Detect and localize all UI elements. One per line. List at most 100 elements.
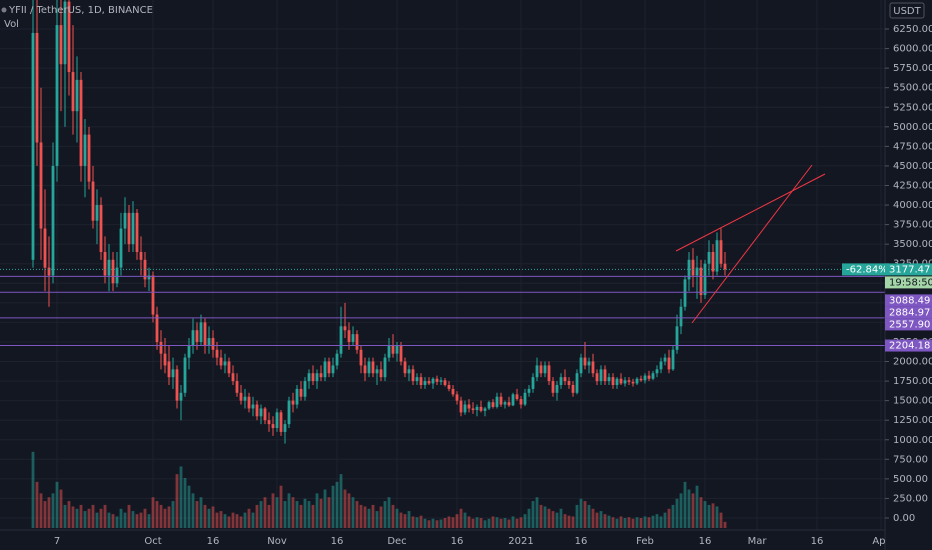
volume-bar: [135, 514, 139, 528]
volume-bar: [383, 501, 387, 528]
volume-bar: [667, 508, 671, 528]
x-tick-label: Apr: [872, 536, 890, 547]
candle-body: [203, 322, 207, 346]
volume-bar: [723, 521, 727, 528]
candle-body: [255, 404, 259, 417]
volume-bar: [359, 504, 363, 528]
volume-bar: [291, 497, 295, 528]
candle-body: [427, 381, 431, 384]
candle-body: [547, 365, 551, 382]
candle-body: [107, 259, 111, 276]
volume-bar: [131, 511, 135, 528]
volume-bar: [347, 493, 351, 528]
candle-body: [171, 369, 175, 378]
volume-bar: [71, 506, 75, 528]
volume-bar: [43, 501, 47, 528]
volume-bar: [375, 511, 379, 528]
volume-bar: [259, 501, 263, 528]
volume-bar: [515, 518, 519, 528]
y-tick-label: 6000.00: [893, 44, 932, 55]
volume-title: Vol: [4, 19, 19, 30]
y-tick-label: 500.00: [893, 474, 928, 485]
volume-bar: [147, 514, 151, 528]
candle-body: [711, 251, 715, 272]
volume-bar: [603, 514, 607, 528]
volume-bar: [227, 516, 231, 528]
volume-bar: [703, 501, 707, 528]
volume-bar: [203, 504, 207, 528]
volume-bar: [303, 498, 307, 528]
candle-body: [119, 228, 123, 268]
volume-bar: [655, 514, 659, 528]
candle-body: [607, 377, 611, 382]
candle-body: [347, 330, 351, 342]
volume-bar: [455, 514, 459, 528]
candle-body: [475, 406, 479, 411]
candle-body: [211, 338, 215, 350]
volume-bar: [519, 517, 523, 528]
candle-body: [403, 361, 407, 374]
candle-body: [675, 326, 679, 350]
volume-bar: [543, 506, 547, 528]
candle-body: [363, 365, 367, 374]
candle-body: [59, 25, 63, 65]
candle-body: [655, 369, 659, 374]
volume-bar: [683, 481, 687, 528]
volume-bar: [671, 504, 675, 528]
y-tick-label: 1750.00: [893, 376, 932, 387]
volume-bar: [459, 508, 463, 528]
volume-bar: [183, 478, 187, 528]
candle-body: [567, 381, 571, 385]
candle-body: [263, 408, 267, 421]
volume-bar: [171, 501, 175, 528]
x-tick-label: 2021: [508, 536, 533, 547]
y-tick-label: 4750.00: [893, 141, 932, 152]
y-tick-label: 6250.00: [893, 24, 932, 35]
currency-box: [889, 2, 925, 19]
candle-body: [631, 381, 635, 384]
y-tick-label: 4000.00: [893, 200, 932, 211]
volume-bar: [611, 517, 615, 528]
candle-body: [179, 392, 183, 401]
candle-body: [303, 381, 307, 397]
volume-bar: [679, 493, 683, 528]
volume-bar: [91, 504, 95, 528]
volume-bar: [107, 512, 111, 528]
level-label-box: [885, 339, 932, 352]
volume-bar: [691, 493, 695, 528]
volume-bar: [371, 504, 375, 528]
volume-bar: [243, 512, 247, 528]
candle-body: [507, 402, 511, 406]
candle-body: [267, 420, 271, 425]
candle-body: [671, 349, 675, 370]
x-tick-label: 7: [54, 536, 60, 547]
candle-body: [531, 377, 535, 389]
volume-bar: [391, 504, 395, 528]
volume-bar: [623, 518, 627, 528]
candle-body: [415, 377, 419, 382]
volume-bar: [191, 493, 195, 528]
candle-body: [287, 400, 291, 425]
volume-bar: [719, 512, 723, 528]
volume-bar: [639, 518, 643, 528]
x-tick-label: 16: [699, 536, 712, 547]
volume-bar: [267, 504, 271, 528]
volume-bar: [591, 508, 595, 528]
candle-body: [259, 408, 263, 417]
volume-bar: [483, 520, 487, 528]
candle-body: [43, 228, 47, 268]
volume-bar: [219, 511, 223, 528]
change-label-box: [842, 263, 885, 276]
volume-bar: [111, 514, 115, 528]
candle-body: [175, 369, 179, 401]
candle-body: [195, 330, 199, 342]
candle-body: [627, 380, 631, 382]
time-axis: 7 Oct 16 Nov 16 Dec 16 2021 16 Feb 16 Mar 16 Apr: [54, 536, 890, 547]
volume-bar: [695, 485, 699, 528]
candle-body: [471, 408, 475, 411]
volume-bar: [563, 514, 567, 528]
candle-body: [395, 345, 399, 354]
level-label-box: [885, 294, 932, 307]
volume-bar: [187, 485, 191, 528]
